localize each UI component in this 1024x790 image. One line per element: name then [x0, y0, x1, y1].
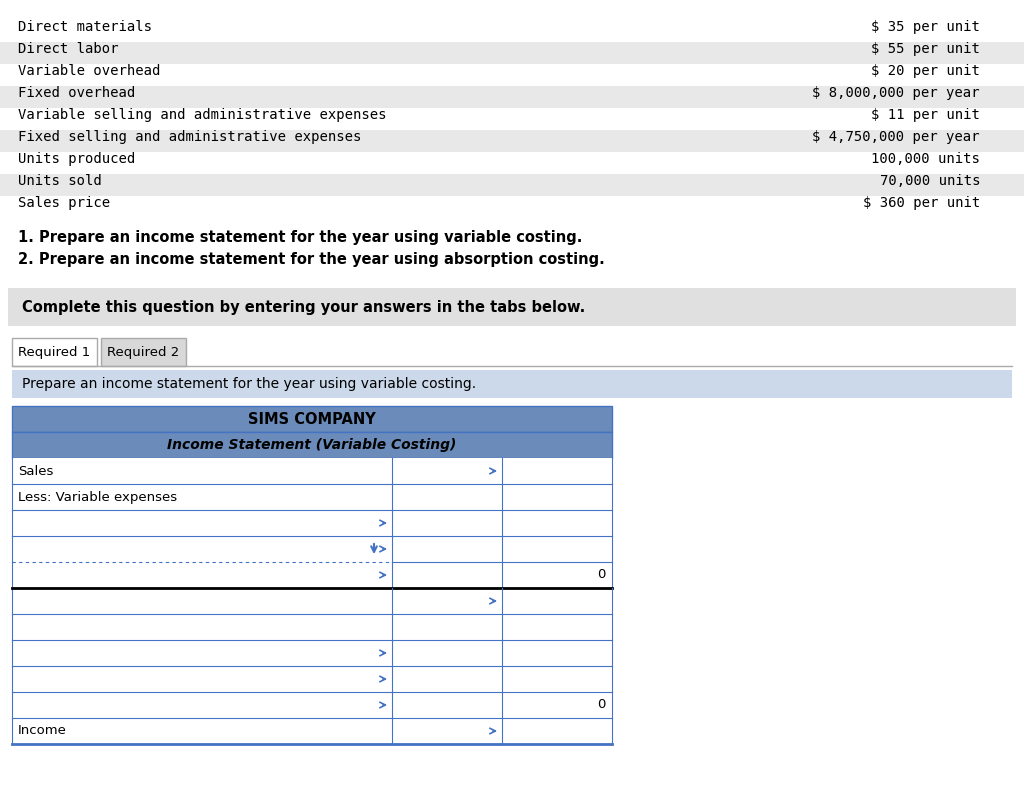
Text: Income: Income	[18, 724, 67, 738]
FancyBboxPatch shape	[12, 484, 612, 510]
FancyBboxPatch shape	[12, 640, 612, 666]
FancyBboxPatch shape	[0, 64, 1024, 86]
FancyBboxPatch shape	[0, 196, 1024, 218]
Text: 100,000 units: 100,000 units	[871, 152, 980, 167]
FancyBboxPatch shape	[12, 406, 612, 432]
FancyBboxPatch shape	[8, 288, 1016, 326]
FancyBboxPatch shape	[101, 338, 186, 366]
Text: Units sold: Units sold	[18, 175, 101, 188]
Text: Variable overhead: Variable overhead	[18, 64, 161, 78]
Text: Variable selling and administrative expenses: Variable selling and administrative expe…	[18, 108, 386, 122]
Text: Required 2: Required 2	[108, 345, 179, 359]
Text: $ 11 per unit: $ 11 per unit	[871, 108, 980, 122]
FancyBboxPatch shape	[0, 42, 1024, 64]
FancyBboxPatch shape	[12, 614, 612, 640]
Text: $ 35 per unit: $ 35 per unit	[871, 21, 980, 34]
Text: $ 8,000,000 per year: $ 8,000,000 per year	[812, 86, 980, 100]
Text: SIMS COMPANY: SIMS COMPANY	[248, 412, 376, 427]
FancyBboxPatch shape	[12, 692, 612, 718]
Text: 0: 0	[598, 698, 606, 712]
Text: Units produced: Units produced	[18, 152, 135, 167]
Text: Sales price: Sales price	[18, 196, 111, 210]
FancyBboxPatch shape	[0, 20, 1024, 42]
Text: $ 55 per unit: $ 55 per unit	[871, 43, 980, 56]
Text: Complete this question by entering your answers in the tabs below.: Complete this question by entering your …	[22, 299, 586, 314]
FancyBboxPatch shape	[0, 108, 1024, 130]
FancyBboxPatch shape	[0, 86, 1024, 108]
FancyBboxPatch shape	[12, 666, 612, 692]
Text: Fixed selling and administrative expenses: Fixed selling and administrative expense…	[18, 130, 361, 145]
Text: $ 4,750,000 per year: $ 4,750,000 per year	[812, 130, 980, 145]
Text: $ 360 per unit: $ 360 per unit	[863, 196, 980, 210]
Text: Prepare an income statement for the year using variable costing.: Prepare an income statement for the year…	[22, 377, 476, 391]
Text: $ 20 per unit: $ 20 per unit	[871, 64, 980, 78]
FancyBboxPatch shape	[0, 130, 1024, 152]
Text: 1. Prepare an income statement for the year using variable costing.: 1. Prepare an income statement for the y…	[18, 230, 583, 245]
Text: Required 1: Required 1	[18, 345, 91, 359]
Text: Sales: Sales	[18, 465, 53, 477]
FancyBboxPatch shape	[0, 174, 1024, 196]
Text: Direct labor: Direct labor	[18, 43, 119, 56]
FancyBboxPatch shape	[12, 432, 612, 458]
Text: Direct materials: Direct materials	[18, 21, 152, 34]
FancyBboxPatch shape	[12, 536, 612, 562]
FancyBboxPatch shape	[12, 562, 612, 588]
FancyBboxPatch shape	[12, 458, 612, 484]
Text: 70,000 units: 70,000 units	[880, 175, 980, 188]
Text: 2. Prepare an income statement for the year using absorption costing.: 2. Prepare an income statement for the y…	[18, 252, 605, 267]
Text: 0: 0	[598, 569, 606, 581]
Text: Fixed overhead: Fixed overhead	[18, 86, 135, 100]
FancyBboxPatch shape	[12, 588, 612, 614]
FancyBboxPatch shape	[12, 510, 612, 536]
Text: Less: Variable expenses: Less: Variable expenses	[18, 491, 177, 503]
Text: Income Statement (Variable Costing): Income Statement (Variable Costing)	[167, 438, 457, 452]
FancyBboxPatch shape	[12, 718, 612, 744]
FancyBboxPatch shape	[12, 370, 1012, 398]
FancyBboxPatch shape	[0, 152, 1024, 174]
FancyBboxPatch shape	[12, 338, 97, 366]
